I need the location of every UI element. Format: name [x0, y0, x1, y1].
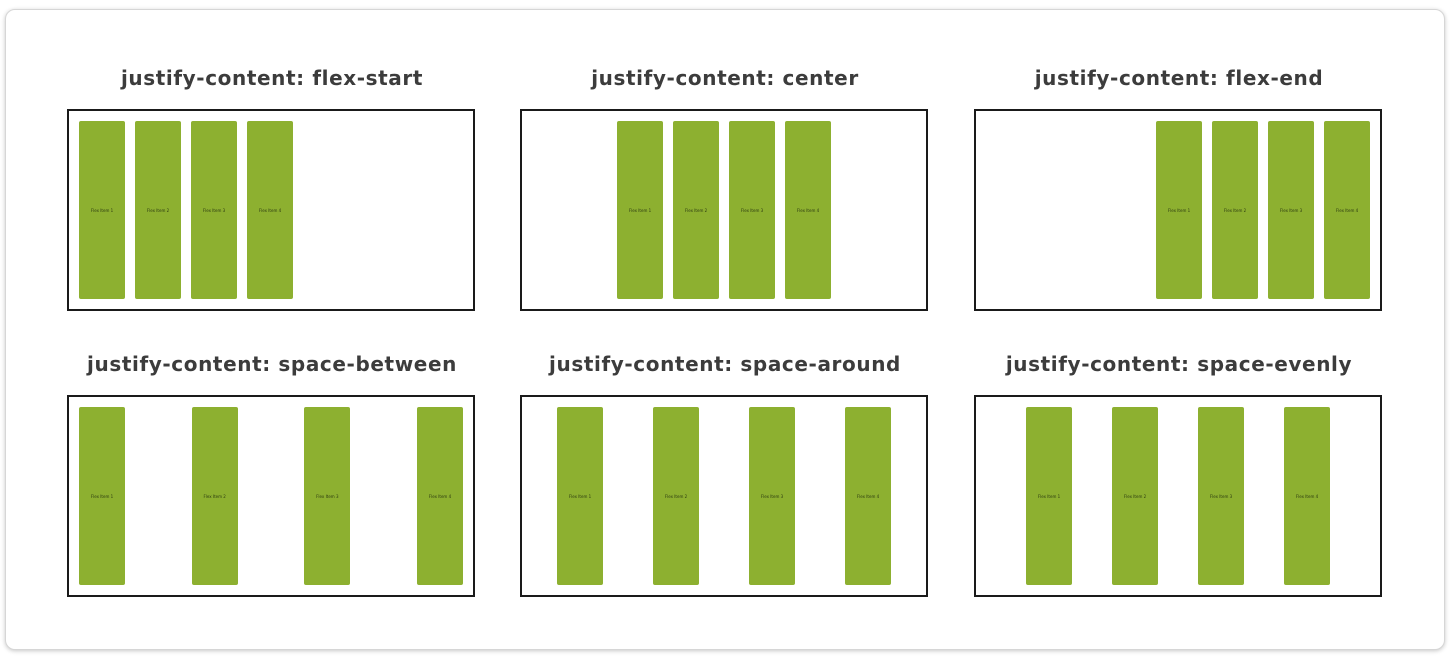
- flex-item-label: Flex Item 2: [1223, 207, 1247, 213]
- flex-item-label: Flex Item 4: [1335, 207, 1359, 213]
- flex-item: Flex Item 4: [247, 121, 293, 299]
- flex-item: Flex Item 1: [1156, 121, 1202, 299]
- flex-item-label: Flex Item 3: [760, 493, 784, 499]
- demo-title: justify-content: space-evenly: [1005, 352, 1353, 376]
- flex-item-label: Flex Item 2: [664, 493, 688, 499]
- flex-item: Flex Item 1: [557, 407, 603, 585]
- flex-item-label: Flex Item 2: [684, 207, 708, 213]
- demo-title: justify-content: space-around: [549, 352, 901, 376]
- flex-item: Flex Item 4: [416, 407, 463, 585]
- flex-item-label: Flex Item 1: [1037, 493, 1061, 499]
- flex-item-label: Flex Item 2: [203, 493, 226, 499]
- diagram-card: justify-content: flex-start Flex Item 1 …: [5, 9, 1445, 650]
- flex-item: Flex Item 4: [1284, 407, 1330, 585]
- flex-container: Flex Item 1 Flex Item 2 Flex Item 3 Flex…: [520, 109, 928, 311]
- flex-item: Flex Item 2: [1212, 121, 1258, 299]
- flex-item: Flex Item 3: [1268, 121, 1314, 299]
- flex-item-label: Flex Item 3: [202, 207, 226, 213]
- flex-item-label: Flex Item 4: [1295, 493, 1319, 499]
- flex-item: Flex Item 3: [1198, 407, 1244, 585]
- demo-title: justify-content: flex-end: [1034, 66, 1324, 90]
- flex-item-label: Flex Item 1: [628, 207, 652, 213]
- demo-title: justify-content: space-between: [87, 352, 457, 376]
- flex-item: Flex Item 3: [191, 121, 237, 299]
- flex-item-label: Flex Item 2: [1123, 493, 1147, 499]
- flex-item-label: Flex Item 1: [90, 493, 114, 499]
- flex-item-label: Flex Item 1: [1167, 207, 1191, 213]
- flex-item-label: Flex Item 3: [740, 207, 764, 213]
- flex-item-label: Flex Item 3: [1209, 493, 1233, 499]
- flex-item-label: Flex Item 4: [428, 493, 452, 499]
- flex-item: Flex Item 3: [304, 407, 351, 585]
- demo-title: justify-content: center: [591, 66, 859, 90]
- flex-item: Flex Item 1: [617, 121, 663, 299]
- flex-item: Flex Item 1: [1026, 407, 1072, 585]
- flex-item: Flex Item 2: [653, 407, 699, 585]
- flex-item: Flex Item 3: [729, 121, 775, 299]
- flex-item: Flex Item 2: [191, 407, 238, 585]
- flex-item: Flex Item 2: [1112, 407, 1158, 585]
- flex-item: Flex Item 4: [785, 121, 831, 299]
- flex-item-label: Flex Item 3: [316, 493, 339, 499]
- flex-item: Flex Item 1: [79, 407, 125, 585]
- flex-item: Flex Item 3: [749, 407, 795, 585]
- flex-item: Flex Item 2: [135, 121, 181, 299]
- flex-item: Flex Item 4: [1324, 121, 1370, 299]
- flex-item-label: Flex Item 4: [258, 207, 282, 213]
- flex-item-label: Flex Item 1: [568, 493, 592, 499]
- flex-container: Flex Item 1 Flex Item 2 Flex Item 3 Flex…: [67, 109, 475, 311]
- flex-item-label: Flex Item 2: [146, 207, 170, 213]
- flex-item-label: Flex Item 3: [1279, 207, 1303, 213]
- flex-container: Flex Item 1 Flex Item 2 Flex Item 3 Flex…: [520, 395, 928, 597]
- flex-item: Flex Item 1: [79, 121, 125, 299]
- flex-item: Flex Item 4: [845, 407, 891, 585]
- demo-title: justify-content: flex-start: [120, 66, 424, 90]
- flex-container: Flex Item 1 Flex Item 2 Flex Item 3 Flex…: [974, 395, 1382, 597]
- flex-container: Flex Item 1 Flex Item 2 Flex Item 3 Flex…: [67, 395, 475, 597]
- flex-item-label: Flex Item 4: [856, 493, 880, 499]
- flex-item: Flex Item 2: [673, 121, 719, 299]
- flex-item-label: Flex Item 1: [90, 207, 114, 213]
- flex-item-label: Flex Item 4: [796, 207, 820, 213]
- flex-container: Flex Item 1 Flex Item 2 Flex Item 3 Flex…: [974, 109, 1382, 311]
